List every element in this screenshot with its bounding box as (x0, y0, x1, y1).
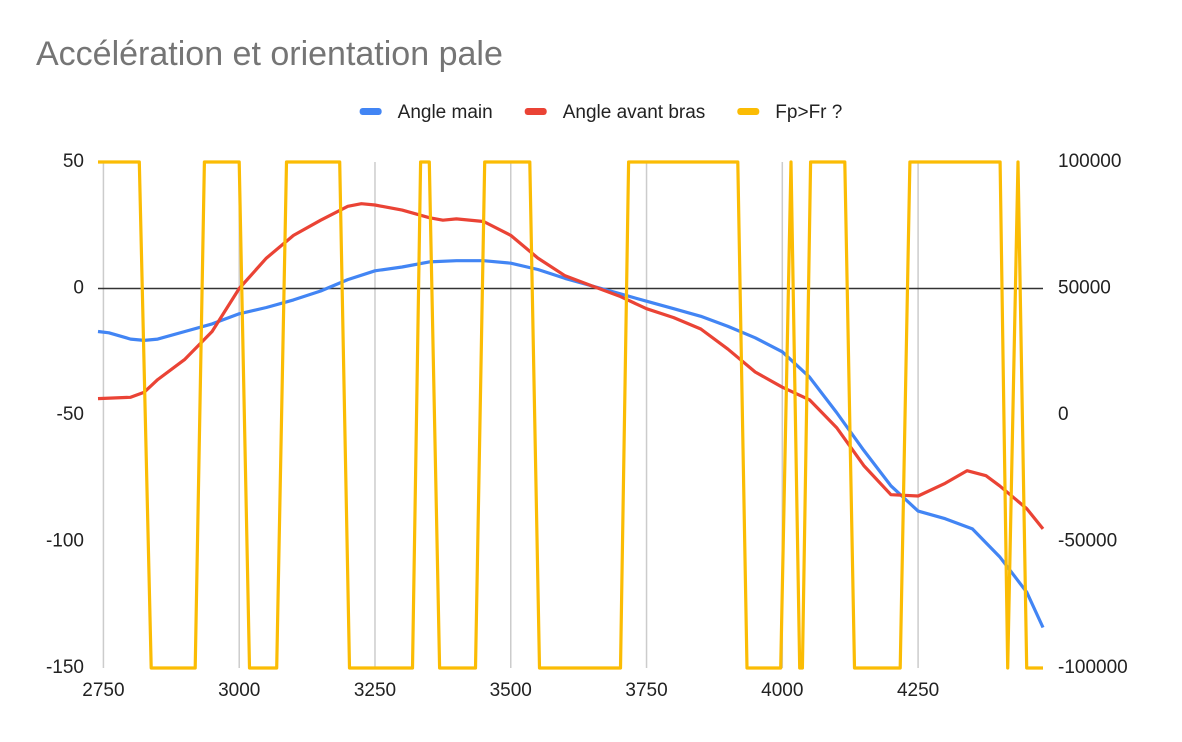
legend-item: Angle avant bras (524, 102, 706, 123)
y2-tick-label: 0 (1058, 404, 1069, 425)
x-tick-label: 4250 (897, 680, 939, 701)
y2-tick-label: -100000 (1058, 657, 1128, 678)
legend: Angle main Angle avant bras Fp>Fr ? (359, 102, 842, 123)
y2-tick-label: -50000 (1058, 531, 1117, 552)
x-tick-label: 4000 (761, 680, 803, 701)
x-tick-label: 3750 (625, 680, 667, 701)
x-tick-label: 3000 (218, 680, 260, 701)
y-tick-label: -50 (57, 404, 84, 425)
legend-swatch (359, 108, 382, 115)
y-tick-label: -100 (46, 531, 84, 552)
y-tick-label: 0 (73, 278, 84, 299)
x-tick-label: 2750 (82, 680, 124, 701)
x-tick-label: 3500 (490, 680, 532, 701)
chart-title: Accélération et orientation pale (36, 35, 503, 73)
legend-item: Fp>Fr ? (737, 102, 842, 123)
y2-tick-label: 50000 (1058, 278, 1111, 299)
y-tick-label: -150 (46, 657, 84, 678)
legend-swatch (524, 108, 547, 115)
y-tick-label: 50 (63, 151, 84, 172)
legend-swatch (737, 108, 760, 115)
x-tick-label: 3250 (354, 680, 396, 701)
legend-label: Fp>Fr ? (775, 102, 842, 123)
y2-tick-label: 100000 (1058, 151, 1121, 172)
legend-item: Angle main (359, 102, 493, 123)
legend-label: Angle avant bras (563, 102, 706, 123)
legend-label: Angle main (398, 102, 493, 123)
series-line (98, 160, 1043, 670)
